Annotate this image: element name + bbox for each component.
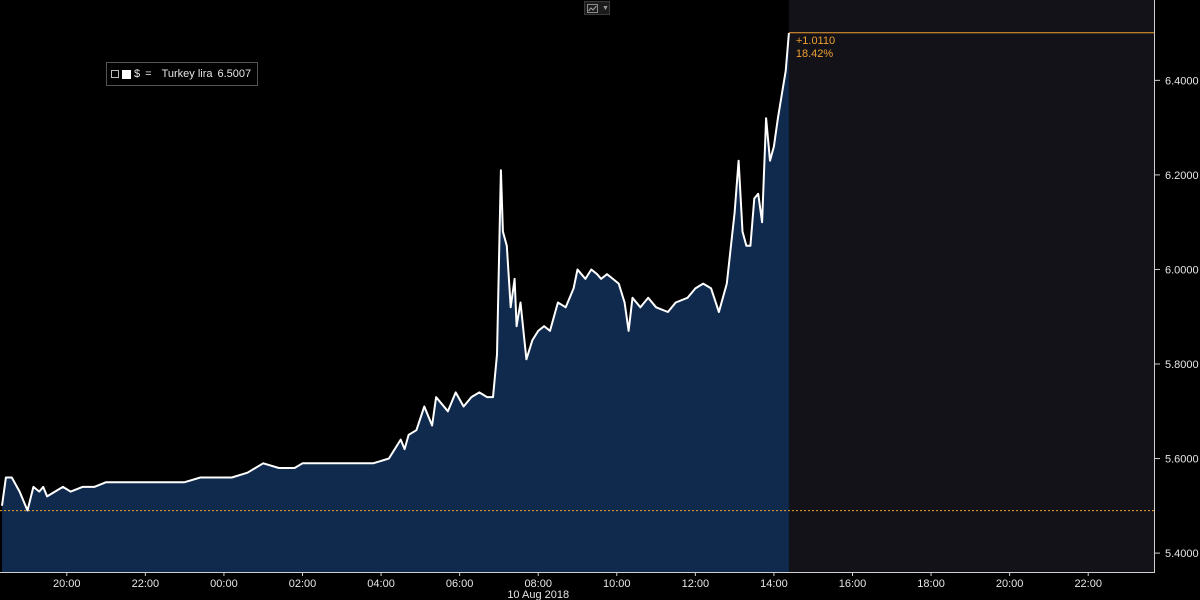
y-tick-label: 5.8000	[1165, 359, 1199, 371]
x-tick-label: 12:00	[682, 578, 710, 590]
x-tick-label: 22:00	[1074, 578, 1102, 590]
legend-swatch	[122, 69, 131, 79]
legend-series-name: Turkey lira	[161, 68, 213, 80]
future-region	[788, 0, 1155, 572]
y-tick-label: 5.4000	[1165, 548, 1199, 560]
chevron-down-icon: ▼	[602, 4, 609, 12]
y-tick-label: 6.4000	[1165, 75, 1199, 87]
y-axis-ticks: 5.4000 5.6000 5.8000 6.0000 6.2000 6.4000	[1155, 75, 1199, 560]
y-tick-label: 6.2000	[1165, 170, 1199, 182]
x-tick-label: 20:00	[53, 578, 81, 590]
change-value: +1.0110	[796, 35, 835, 47]
x-tick-label: 20:00	[996, 578, 1024, 590]
y-tick-label: 5.6000	[1165, 454, 1199, 466]
x-tick-label: 04:00	[367, 578, 395, 590]
price-line	[1, 33, 790, 512]
line-chart-icon	[587, 3, 598, 13]
legend-value: 6.5007	[217, 68, 252, 80]
change-percent: 18.42%	[796, 48, 834, 60]
legend-equals: =	[145, 68, 152, 80]
expand-icon[interactable]	[111, 70, 119, 78]
change-annotation: +1.0110 18.42%	[796, 35, 835, 60]
x-tick-label: 06:00	[446, 578, 474, 590]
x-tick-label: 18:00	[917, 578, 945, 590]
x-tick-label: 02:00	[289, 578, 317, 590]
x-axis-date-label: 10 Aug 2018	[507, 589, 569, 600]
x-tick-label: 10:00	[603, 578, 631, 590]
x-tick-label: 22:00	[132, 578, 160, 590]
x-tick-label: 08:00	[524, 578, 552, 590]
y-tick-label: 6.0000	[1165, 264, 1199, 276]
legend-symbol: $	[134, 68, 141, 80]
chart-type-button[interactable]: ▼	[584, 1, 610, 15]
legend: $ = Turkey lira 6.5007	[106, 62, 259, 86]
x-tick-label: 00:00	[210, 578, 238, 590]
x-tick-label: 16:00	[839, 578, 867, 590]
price-area-fill	[2, 33, 789, 573]
x-tick-label: 14:00	[760, 578, 788, 590]
x-axis-ticks: 20:00 22:00 00:00 02:00 04:00 06:00 08:00 10:00…	[53, 572, 1102, 590]
